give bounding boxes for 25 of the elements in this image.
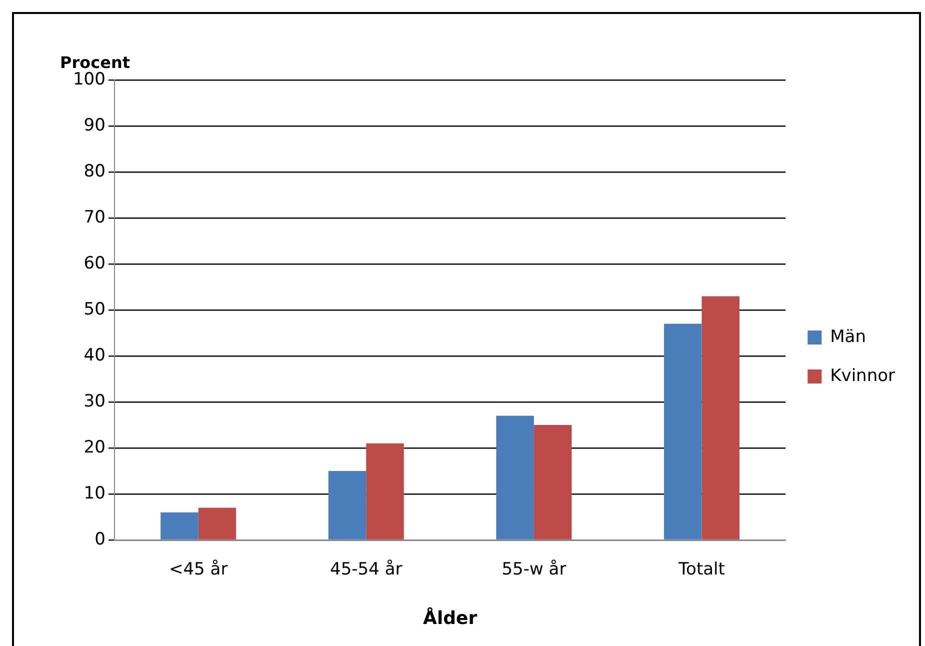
legend-label: Män — [830, 326, 866, 347]
y-tick-label: 30 — [84, 391, 106, 412]
y-tick-label: 40 — [84, 345, 106, 366]
bar — [664, 324, 702, 540]
y-tick-label: 90 — [84, 115, 106, 136]
bar — [198, 508, 236, 540]
x-tick-label: <45 år — [169, 560, 228, 580]
x-tick-label: Totalt — [678, 560, 726, 580]
x-tick-label: 55-w år — [502, 560, 566, 580]
y-tick-label: 10 — [84, 483, 106, 504]
bar — [496, 416, 534, 540]
bar — [366, 443, 404, 540]
y-tick-label: 60 — [84, 253, 106, 274]
y-tick-label: 80 — [84, 161, 106, 182]
bar — [160, 512, 198, 540]
y-tick-label: 70 — [84, 207, 106, 228]
x-axis-title: Ålder — [423, 606, 478, 629]
y-tick-label: 0 — [94, 529, 106, 550]
bar — [328, 471, 366, 540]
x-tick-label: 45-54 år — [330, 560, 402, 580]
legend-label: Kvinnor — [830, 366, 896, 386]
bar — [534, 425, 572, 540]
y-tick-label: 50 — [84, 299, 106, 320]
bar — [702, 296, 740, 540]
y-tick-label: 20 — [84, 437, 106, 458]
